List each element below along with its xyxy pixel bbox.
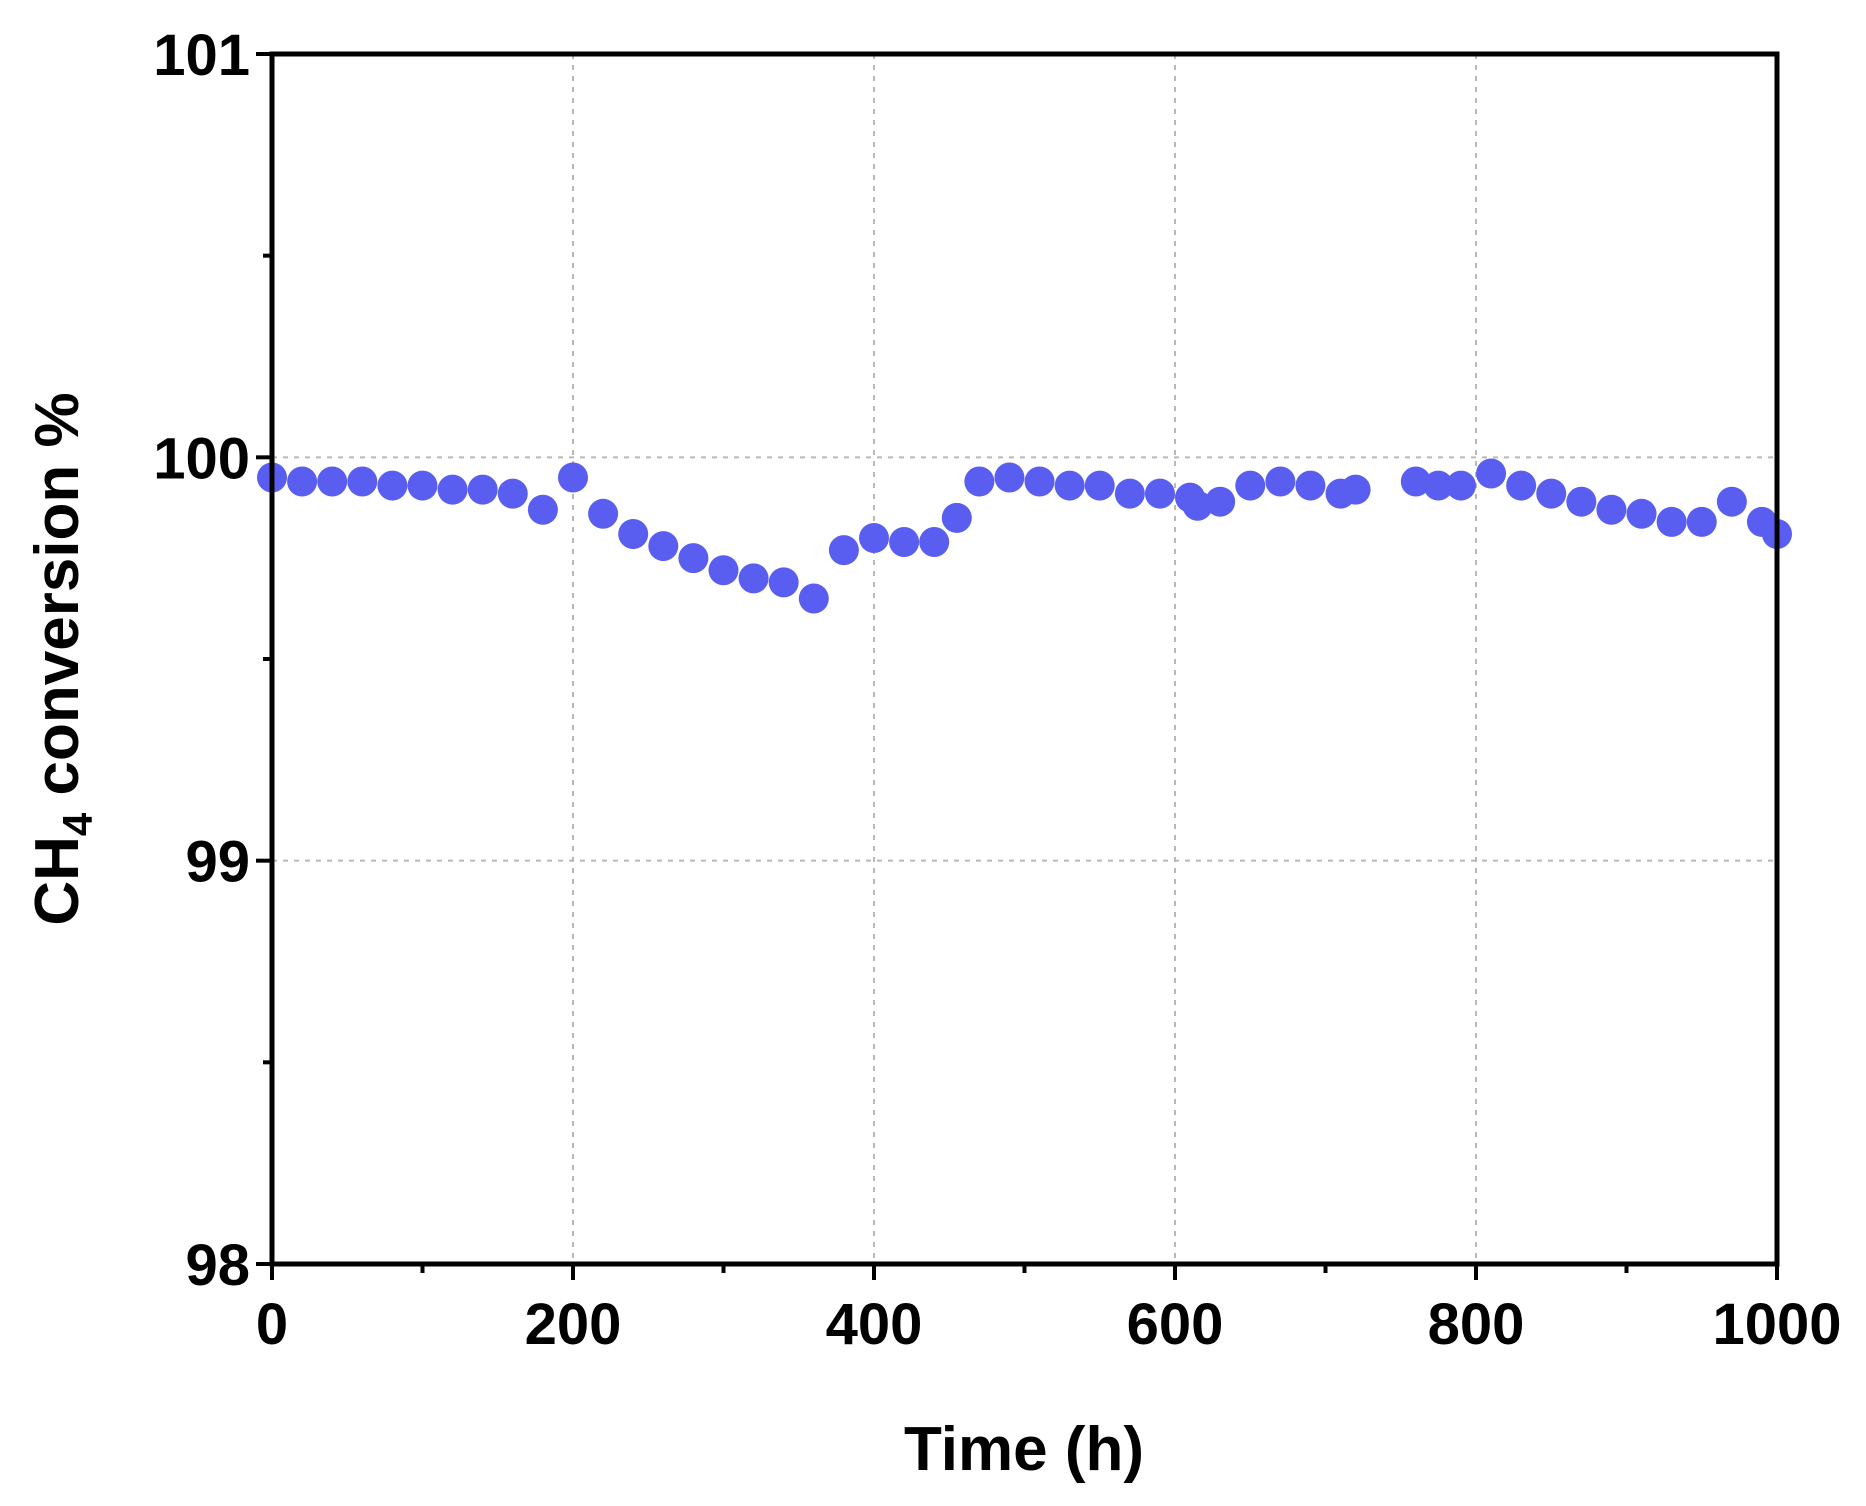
data-point: [347, 466, 378, 497]
data-point: [588, 498, 619, 529]
data-point: [407, 470, 438, 501]
x-tick-labels: 0 200 400 600 800 1000: [256, 1292, 1842, 1357]
x-tick-label: 600: [1127, 1292, 1224, 1357]
y-tick-label: 98: [185, 1233, 250, 1298]
data-point: [964, 466, 995, 497]
data-point: [919, 527, 950, 558]
y-tick-label: 101: [153, 23, 250, 88]
data-point: [1114, 478, 1145, 509]
data-point: [287, 466, 318, 497]
x-tick-label: 800: [1428, 1292, 1525, 1357]
y-axis-title-suffix: conversion %: [23, 392, 92, 812]
data-point: [889, 527, 920, 558]
data-point: [768, 567, 799, 598]
data-point: [1445, 470, 1476, 501]
data-point: [1596, 494, 1627, 525]
y-tick-labels: 98 99 100 101: [153, 23, 250, 1298]
data-point: [1182, 490, 1213, 521]
y-tick-label: 99: [185, 830, 250, 895]
data-point: [1054, 470, 1085, 501]
grid-lines: [272, 54, 1777, 1264]
data-point: [527, 494, 558, 525]
data-point: [1656, 506, 1687, 537]
y-axis-title-subscript: 4: [54, 812, 101, 836]
x-tick-label: 400: [826, 1292, 923, 1357]
x-axis-title: Time (h): [904, 1415, 1144, 1484]
data-point: [377, 470, 408, 501]
data-point: [828, 535, 859, 566]
data-point: [941, 502, 972, 533]
x-tick-label: 1000: [1712, 1292, 1841, 1357]
data-point: [437, 474, 468, 505]
data-point: [1340, 474, 1371, 505]
data-point: [738, 563, 769, 594]
y-tick-label: 100: [153, 426, 250, 491]
data-point: [1295, 470, 1326, 501]
axis-ticks: [256, 52, 1779, 1280]
data-point: [1476, 458, 1507, 489]
y-axis-title-prefix: CH: [23, 836, 92, 926]
data-points: [257, 458, 1792, 614]
data-point: [1265, 466, 1296, 497]
plot-frame: [269, 51, 1780, 1267]
data-point: [1536, 478, 1567, 509]
data-point: [1235, 470, 1266, 501]
data-point: [1205, 486, 1236, 517]
data-point: [467, 474, 498, 505]
x-tick-label: 0: [256, 1292, 288, 1357]
data-point: [798, 583, 829, 614]
data-point: [1506, 470, 1537, 501]
data-point: [317, 466, 348, 497]
data-point: [708, 555, 739, 586]
data-point: [558, 462, 588, 493]
y-axis-title: CH4 conversion %: [23, 392, 101, 925]
data-point: [648, 531, 679, 562]
data-point: [1626, 498, 1657, 529]
data-point: [1686, 506, 1717, 537]
data-point: [1084, 470, 1115, 501]
data-point: [1400, 466, 1431, 497]
data-point: [497, 478, 528, 509]
data-point: [1423, 470, 1454, 501]
data-point: [618, 518, 649, 549]
data-point: [1144, 478, 1175, 509]
data-point: [678, 543, 709, 574]
x-tick-label: 200: [525, 1292, 622, 1357]
data-point: [994, 462, 1025, 493]
data-point: [1024, 466, 1055, 497]
data-point: [859, 523, 889, 553]
data-point: [1566, 486, 1597, 517]
data-point: [1716, 486, 1747, 517]
